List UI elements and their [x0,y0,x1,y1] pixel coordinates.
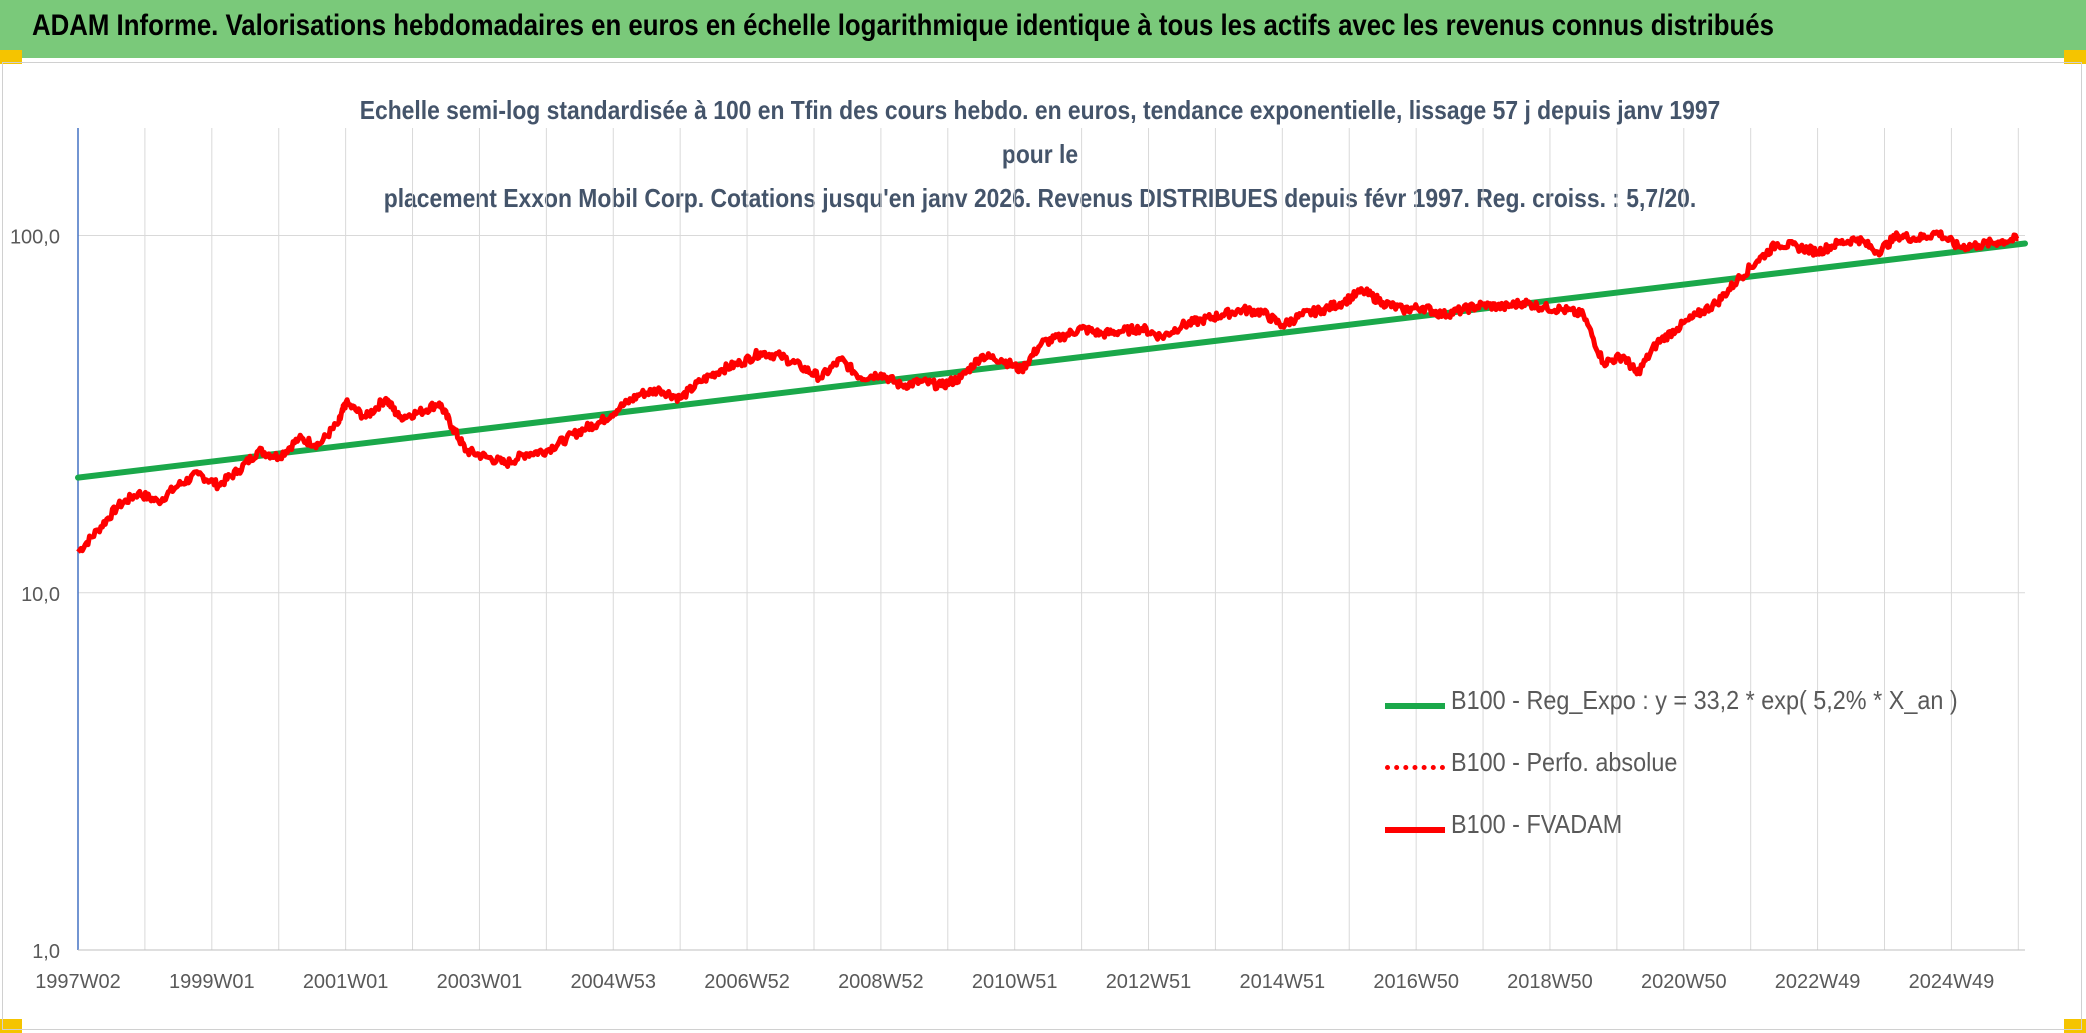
x-tick-label: 2018W50 [1507,971,1593,993]
x-tick-label: 1999W01 [169,971,255,993]
header-bar [0,0,2086,58]
y-tick-label: 100,0 [10,227,60,249]
trend-line [75,240,2028,481]
x-tick-label: 2022W49 [1775,971,1861,993]
series-layer [75,229,2028,554]
legend-label-fvadam: B100 - FVADAM [1451,809,1623,839]
x-tick-label: 2008W52 [838,971,924,993]
x-tick-label: 2012W51 [1106,971,1192,993]
x-tick-label: 2003W01 [437,971,523,993]
x-tick-label: 1997W02 [35,971,121,993]
legend-swatch-trend [1385,703,1445,709]
x-tick-label: 2010W51 [972,971,1058,993]
corner-marker-top-right [2064,50,2086,64]
corner-marker-top-left [0,50,22,64]
chart-title: Echelle semi-log standardisée à 100 en T… [336,88,1744,220]
x-tick-label: 2020W50 [1641,971,1727,993]
grid-lines [77,128,2025,951]
legend-swatch-fvadam [1385,827,1445,833]
chart-title-line-2: placement Exxon Mobil Corp. Cotations ju… [383,183,1697,213]
x-tick-label: 2014W51 [1240,971,1326,993]
y-tick-label: 10,0 [21,584,60,606]
x-tick-label: 2024W49 [1909,971,1995,993]
legend-label-trend: B100 - Reg_Expo : y = 33,2 * exp( 5,2% *… [1451,685,1958,715]
x-tick-label: 2004W53 [570,971,656,993]
series-line-fvadam [76,229,2020,554]
y-tick-label: 1,0 [32,941,60,963]
axes: 1,0 10,0 100,0 1997W02 1999W01 2001W01 2003W01… [10,128,2025,993]
legend-swatch-perfo [1385,765,1445,770]
x-tick-label: 2001W01 [303,971,389,993]
x-tick-label: 2016W50 [1373,971,1459,993]
x-tick-label: 2006W52 [704,971,790,993]
chart-frame [2,62,2082,1030]
legend-label-perfo: B100 - Perfo. absolue [1451,747,1678,777]
page-title: ADAM Informe. Valorisations hebdomadaire… [32,9,1774,42]
